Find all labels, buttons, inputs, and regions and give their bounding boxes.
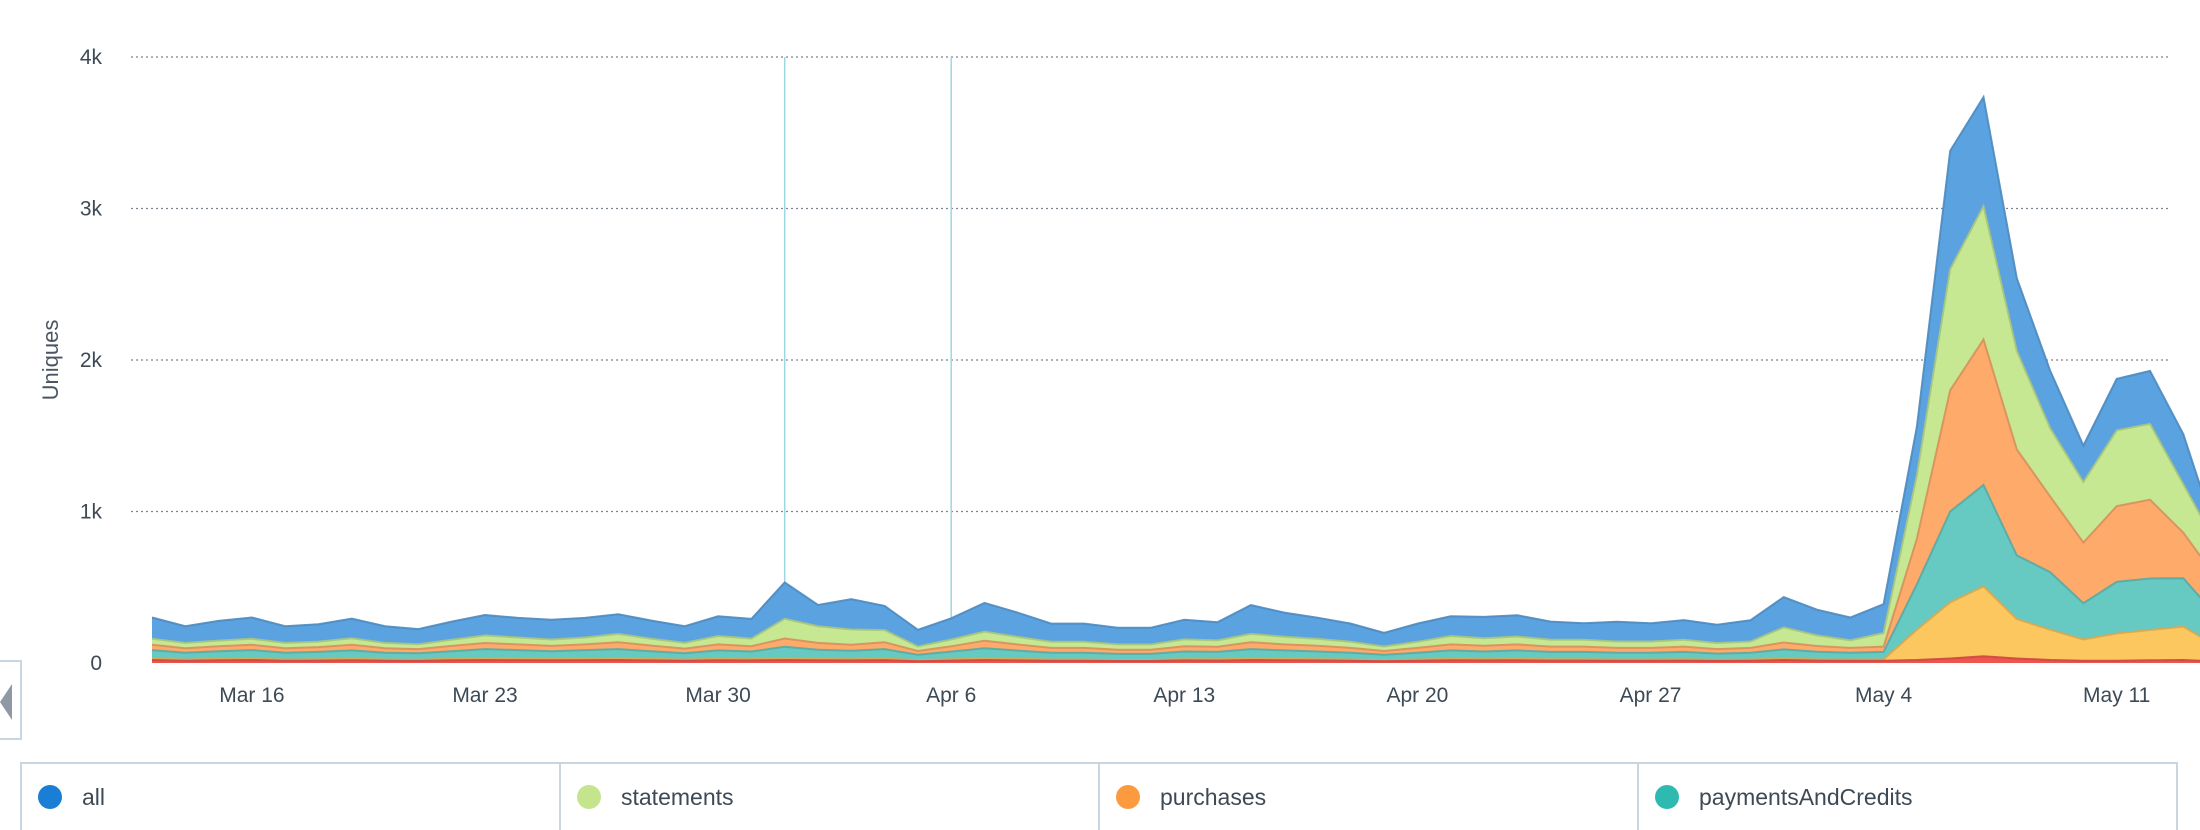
scroll-left-button[interactable] — [0, 660, 22, 740]
legend: all statements purchases paymentsAndCredits — [20, 762, 2178, 830]
legend-item-purchases[interactable]: purchases — [1100, 764, 1639, 830]
x-tick-label: Mar 30 — [685, 684, 750, 707]
y-tick-label: 2k — [80, 349, 103, 372]
series-line — [151, 337, 2200, 653]
legend-dot-icon — [577, 785, 601, 809]
x-tick-label: Apr 6 — [926, 684, 976, 707]
legend-label: paymentsAndCredits — [1699, 783, 1913, 810]
gridlines — [131, 56, 2170, 513]
area-statements[interactable] — [152, 206, 2200, 663]
legend-dot-icon — [1655, 785, 1679, 809]
legend-label: purchases — [1160, 783, 1267, 810]
area-series-group[interactable] — [151, 94, 2200, 664]
x-axis-ticks: Mar 16 Mar 23 Mar 30 Apr 6 Apr 13 Apr 20 Apr 2… — [219, 684, 2150, 707]
x-tick-label: Mar 16 — [219, 684, 284, 707]
x-tick-label: Apr 20 — [1386, 684, 1448, 707]
legend-label: all — [82, 783, 106, 810]
series-line — [151, 94, 2200, 634]
y-tick-label: 4k — [80, 46, 103, 69]
chevron-left-icon — [0, 684, 12, 720]
x-tick-label: Mar 23 — [452, 684, 517, 707]
y-tick-label: 3k — [80, 198, 103, 221]
marker-lines — [783, 57, 952, 663]
series-line — [151, 483, 2200, 656]
series-line — [151, 655, 2200, 663]
x-tick-label: May 11 — [2083, 684, 2150, 707]
legend-item-all[interactable]: all — [22, 764, 561, 830]
y-tick-label: 1k — [80, 501, 103, 524]
legend-item-statements[interactable]: statements — [561, 764, 1100, 830]
series-line — [151, 585, 2200, 662]
x-tick-label: May 4 — [1855, 684, 1913, 707]
legend-dot-icon — [1116, 785, 1140, 809]
y-axis-label: Uniques — [38, 320, 63, 401]
legend-label: statements — [621, 783, 734, 810]
x-tick-label: Apr 13 — [1153, 684, 1215, 707]
legend-item-paymentsAndCredits[interactable]: paymentsAndCredits — [1639, 764, 2176, 830]
area-all[interactable] — [152, 97, 2200, 663]
legend-dot-icon — [38, 785, 62, 809]
area-series[interactable] — [152, 586, 2200, 664]
y-tick-label: 0 — [90, 652, 102, 675]
y-axis-ticks: 0 1k 2k 3k 4k — [80, 46, 103, 675]
series-line — [151, 203, 2200, 648]
x-tick-label: Apr 27 — [1620, 684, 1682, 707]
stacked-area-chart: 0 1k 2k 3k 4k Mar 16 Mar 23 Mar 30 Apr 6 Apr 13 A… — [38, 46, 2200, 707]
